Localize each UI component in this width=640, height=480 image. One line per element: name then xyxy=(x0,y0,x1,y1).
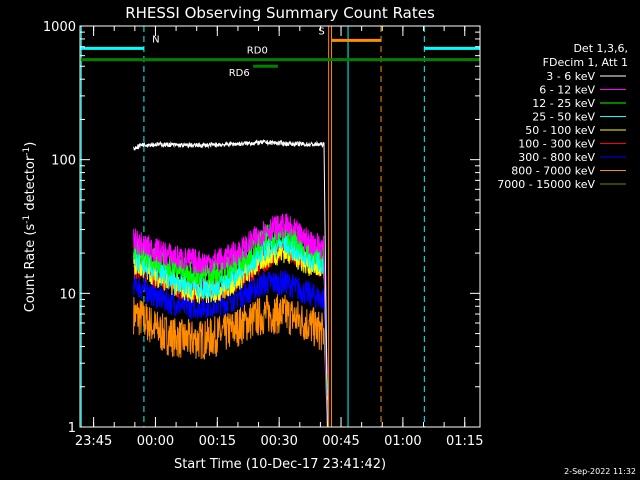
legend-header-decimation: FDecim 1, Att 1 xyxy=(543,56,628,69)
legend-label: 100 - 300 keV xyxy=(518,138,595,151)
legend-label: 25 - 50 keV xyxy=(532,111,595,124)
y-tick-label: 100 xyxy=(51,154,76,169)
y-axis-label: Count Rate (s-1 detector-1) xyxy=(22,142,38,313)
y-axis-ticks: 1 10 100 1000 xyxy=(43,20,480,436)
legend-label: 12 - 25 keV xyxy=(532,97,595,110)
y-tick-label: 1 xyxy=(68,421,76,436)
vertical-markers xyxy=(80,26,425,427)
legend-label: 300 - 800 keV xyxy=(518,151,595,164)
footer-date: 2-Sep-2022 11:32 xyxy=(564,467,636,476)
chart-title: RHESSI Observing Summary Count Rates xyxy=(125,4,435,22)
status-flag-bars: N S RD0 RD6 xyxy=(80,26,480,79)
x-tick-label: 01:00 xyxy=(384,434,421,449)
legend-label: 3 - 6 keV xyxy=(546,70,595,83)
flag-label-rd6: RD6 xyxy=(229,68,250,79)
series-line-800-7000-kev xyxy=(133,293,328,427)
y-tick-label: 1000 xyxy=(43,20,76,35)
x-tick-label: 23:45 xyxy=(75,434,112,449)
x-tick-label: 00:45 xyxy=(322,434,359,449)
legend-label: 50 - 100 keV xyxy=(525,124,595,137)
legend-label: 800 - 7000 keV xyxy=(511,165,595,178)
series-line-3-6-kev xyxy=(133,138,328,427)
data-series xyxy=(133,138,328,427)
x-tick-label: 00:15 xyxy=(199,434,236,449)
flag-label-n: N xyxy=(152,34,159,45)
x-tick-label: 00:30 xyxy=(260,434,297,449)
x-tick-label: 01:15 xyxy=(446,434,483,449)
x-axis-label: Start Time (10-Dec-17 23:41:42) xyxy=(174,457,386,472)
y-tick-label: 10 xyxy=(59,287,76,302)
series-line-6-12-kev xyxy=(133,213,328,374)
x-axis-ticks: 23:45 00:00 00:15 00:30 00:45 01:00 01:15 xyxy=(75,26,483,449)
legend-header-detectors: Det 1,3,6, xyxy=(573,42,628,55)
legend-label: 7000 - 15000 keV xyxy=(497,178,595,191)
flag-label-s: S xyxy=(318,26,324,37)
flag-label-rd0: RD0 xyxy=(247,46,268,57)
series-line-25-50-kev xyxy=(133,230,328,393)
x-tick-label: 00:00 xyxy=(137,434,174,449)
legend-label: 6 - 12 keV xyxy=(539,84,595,97)
plot-frame xyxy=(79,25,481,428)
